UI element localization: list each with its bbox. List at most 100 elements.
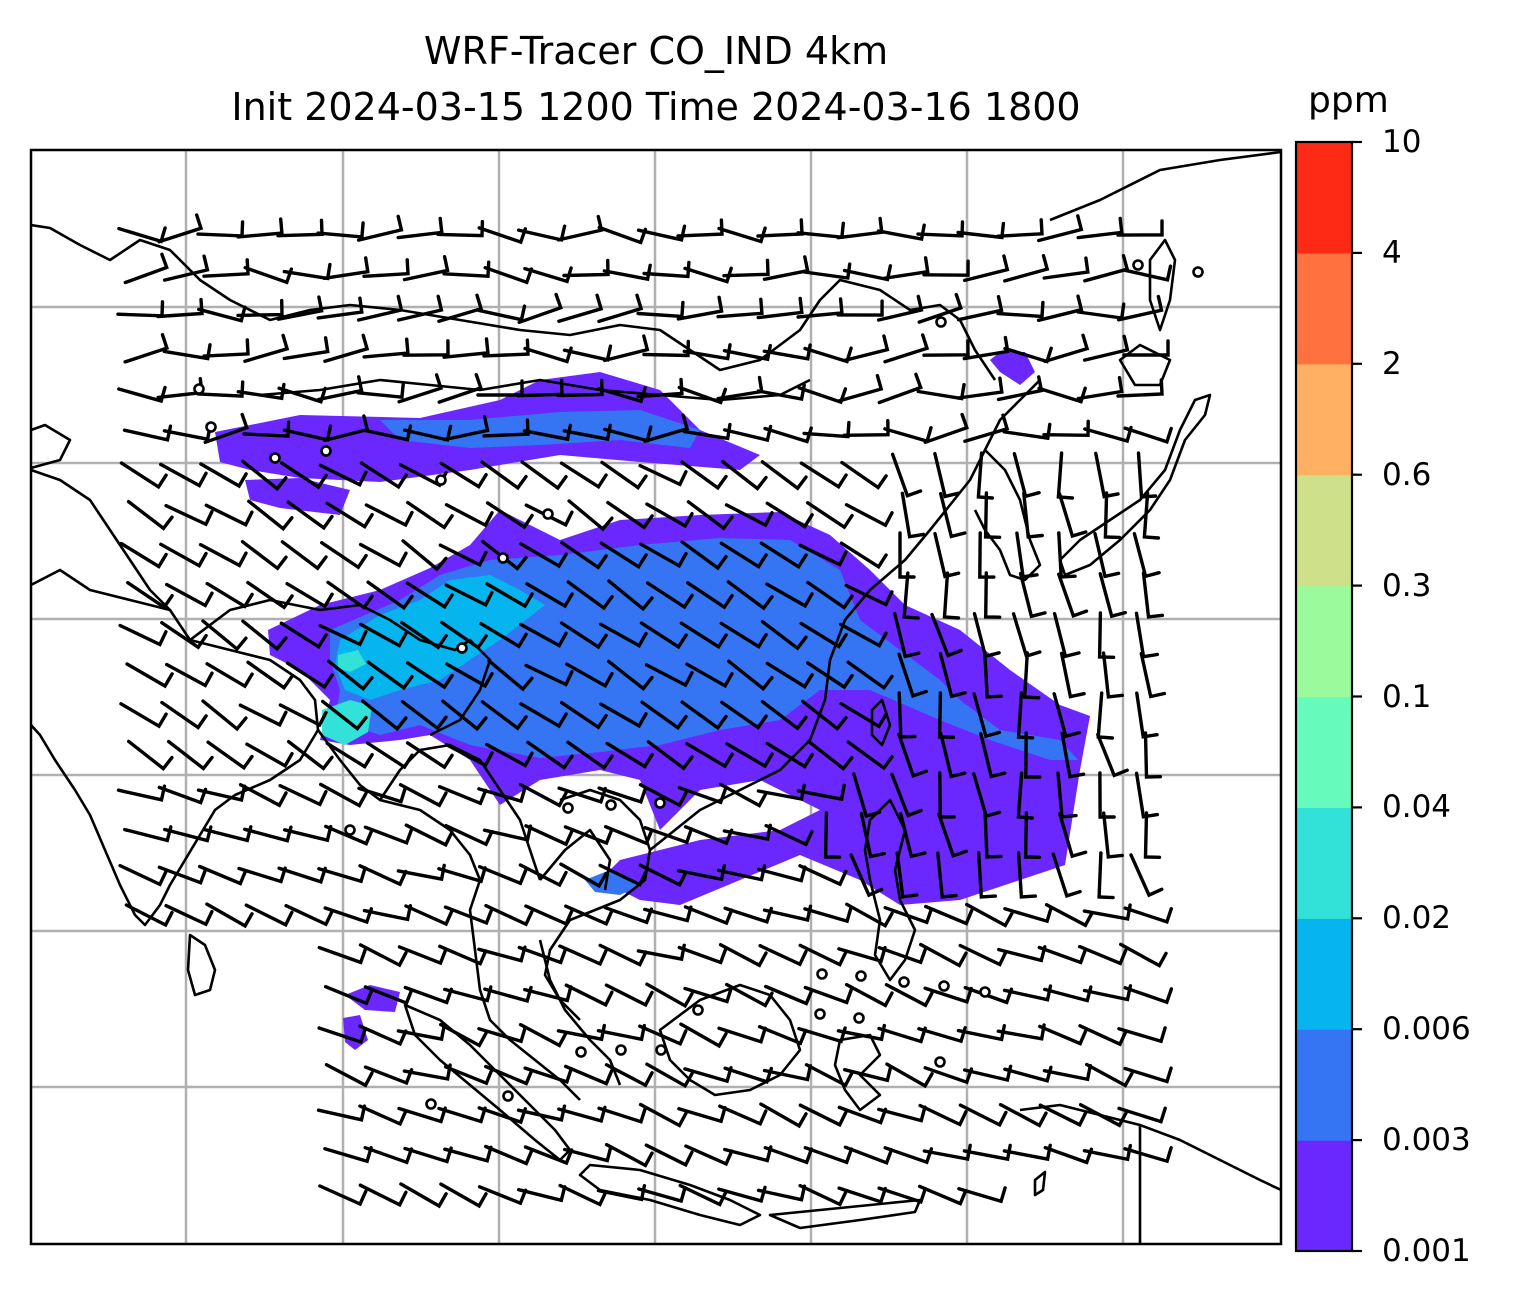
wind-barb: [759, 541, 808, 570]
wind-barb: [1038, 1024, 1088, 1046]
wind-barb: [983, 571, 1002, 619]
wind-barb: [679, 1022, 728, 1049]
coast-taiwan: [870, 698, 892, 747]
border-central-asia: [31, 223, 997, 381]
wind-barb: [482, 824, 533, 842]
wind-barb: [278, 703, 328, 728]
wind-barb: [801, 699, 848, 731]
wind-barb: [983, 651, 1003, 699]
wind-barb: [636, 377, 684, 399]
wind-barb: [839, 702, 888, 729]
wind-barb: [1059, 651, 1086, 699]
wind-barb: [157, 785, 208, 805]
wind-barb: [636, 224, 687, 242]
wind-barb: [204, 503, 254, 527]
wind-barb: [317, 945, 368, 965]
wind-barb: [844, 503, 894, 528]
calm-marker: [575, 1046, 587, 1058]
wind-barb: [477, 1185, 528, 1206]
wind-barb: [358, 1104, 408, 1127]
wind-barb: [236, 298, 284, 318]
wind-barb: [1051, 852, 1082, 899]
wind-barb: [597, 293, 644, 324]
map-title-line2: Init 2024-03-15 1200 Time 2024-03-16 180…: [231, 85, 1081, 129]
wind-barb: [765, 501, 814, 530]
wind-barb: [280, 540, 328, 571]
coast-sakhalin: [1148, 238, 1177, 332]
wind-barb: [676, 218, 724, 238]
wind-barb: [1132, 532, 1161, 579]
wind-barb: [924, 904, 974, 926]
wind-barb: [638, 1024, 688, 1047]
wind-barb: [524, 503, 574, 528]
wind-barb: [1060, 731, 1086, 779]
wind-barb: [1078, 944, 1128, 966]
wind-barb: [437, 866, 487, 884]
wind-barb: [883, 426, 933, 444]
wind-barb: [607, 659, 654, 691]
wind-barb: [977, 851, 997, 899]
wind-barb: [517, 292, 563, 324]
wind-barb: [1141, 571, 1165, 619]
wind-barb: [405, 581, 454, 610]
wind-barb: [678, 1183, 728, 1207]
wind-barb: [719, 621, 768, 649]
wind-barb: [933, 451, 961, 499]
wind-barb: [1044, 903, 1094, 928]
wind-barb: [1076, 376, 1124, 401]
wind-barb: [523, 985, 573, 1003]
calm-marker: [816, 968, 828, 980]
wind-barb: [1117, 1026, 1167, 1044]
wind-barb: [636, 300, 685, 319]
wind-barb: [243, 266, 294, 285]
wind-barb: [159, 462, 208, 488]
coast-lesser-sunda: [768, 1198, 922, 1230]
wind-barb: [118, 623, 168, 647]
wind-barb: [237, 866, 287, 884]
wind-barb: [998, 1102, 1048, 1128]
wind-barb: [279, 461, 328, 490]
wind-barb: [877, 1026, 927, 1044]
wind-barb: [277, 866, 327, 884]
wind-barb: [397, 1106, 447, 1124]
wind-barb: [1076, 216, 1124, 240]
wind-barb: [893, 611, 921, 659]
wind-barb: [842, 419, 890, 437]
wind-barb: [518, 863, 568, 888]
colorbar-segment: [1296, 918, 1352, 1030]
wind-barb: [849, 853, 884, 898]
wind-barb: [939, 731, 967, 779]
wind-barb: [799, 461, 848, 490]
wind-barb: [438, 944, 488, 966]
wind-barb: [196, 220, 245, 238]
wind-barb: [1123, 426, 1173, 444]
wind-barb: [802, 262, 852, 280]
wind-barb: [316, 375, 364, 402]
colorbar-segment: [1296, 474, 1352, 587]
wind-barb: [717, 226, 767, 244]
coast-sulawesi: [833, 1033, 882, 1112]
wind-barb: [523, 266, 573, 284]
wind-barb: [683, 266, 733, 284]
wind-barb: [567, 499, 614, 532]
colorbar-tick-label: 0.02: [1382, 900, 1452, 937]
wind-barb: [282, 824, 333, 843]
calm-marker: [898, 976, 910, 988]
wind-barb: [1116, 219, 1164, 237]
wind-barb: [765, 582, 814, 609]
wind-barb: [918, 1103, 968, 1127]
wind-barb: [326, 580, 374, 610]
wind-barb: [1052, 612, 1081, 659]
calm-marker: [938, 980, 950, 992]
colorbar-segment: [1296, 696, 1352, 808]
wind-barb: [205, 662, 254, 689]
coast-india: [31, 568, 320, 927]
calm-marker: [615, 1044, 627, 1056]
wind-barb: [366, 660, 414, 691]
wind-barb: [677, 945, 728, 965]
wind-barb: [398, 783, 448, 808]
wind-barb: [238, 703, 288, 728]
wind-barb: [677, 786, 728, 805]
wind-barb: [444, 583, 494, 608]
wind-barb: [559, 862, 608, 889]
